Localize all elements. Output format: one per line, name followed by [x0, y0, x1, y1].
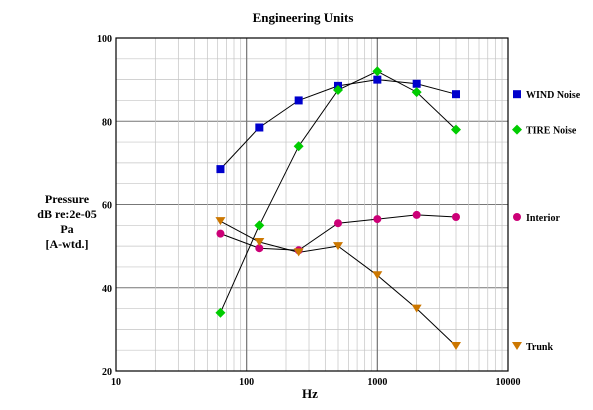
- y-tick-labels: 20 40 60 80 100: [97, 34, 112, 378]
- point-wind-noise: [216, 165, 225, 174]
- y-axis-label-line: Pa: [60, 222, 73, 236]
- y-axis-label-line: dB re:2e-05: [37, 207, 96, 221]
- point-tire-noise: [411, 87, 422, 98]
- point-tire-noise: [332, 85, 343, 96]
- point-interior: [333, 219, 342, 228]
- x-tick-label: 10: [111, 377, 121, 388]
- y-axis-label-line: Pressure: [45, 192, 90, 206]
- point-interior: [255, 244, 264, 253]
- chart-title: Engineering Units: [253, 10, 354, 25]
- point-trunk: [215, 217, 226, 226]
- point-wind-noise: [452, 90, 461, 99]
- legend-marker-tire-noise: [512, 124, 522, 135]
- point-tire-noise: [372, 66, 383, 77]
- x-tick-label: 100: [239, 377, 254, 388]
- legend-marker-interior: [513, 212, 521, 221]
- grid: [115, 37, 509, 372]
- point-interior: [452, 212, 461, 221]
- point-wind-noise: [294, 96, 303, 105]
- legend-label-interior: Interior: [526, 213, 560, 224]
- y-tick-label: 100: [97, 34, 112, 45]
- legend-label-trunk: Trunk: [526, 342, 553, 353]
- point-tire-noise: [451, 124, 462, 135]
- y-axis-label-line: [A-wtd.]: [46, 237, 89, 251]
- point-interior: [412, 210, 421, 219]
- legend-marker-wind-noise: [513, 90, 521, 99]
- point-trunk: [293, 248, 304, 257]
- point-trunk: [411, 304, 422, 313]
- point-wind-noise: [255, 123, 264, 132]
- point-wind-noise: [373, 75, 382, 84]
- x-tick-labels: 10 100 1000 10000: [111, 377, 521, 388]
- plot-frame: [115, 37, 509, 372]
- point-tire-noise: [293, 141, 304, 152]
- x-tick-label: 1000: [367, 377, 387, 388]
- point-tire-noise: [215, 307, 226, 318]
- point-trunk: [332, 242, 343, 251]
- y-tick-label: 60: [102, 201, 112, 212]
- legend-marker-trunk: [512, 342, 522, 351]
- series-markers: [215, 66, 462, 351]
- y-tick-label: 40: [102, 284, 112, 295]
- legend-label-wind-noise: WIND Noise: [526, 90, 581, 101]
- legend-label-tire-noise: TIRE Noise: [526, 126, 577, 137]
- point-trunk: [254, 237, 265, 246]
- y-tick-label: 80: [102, 117, 112, 128]
- x-axis-label: Hz: [302, 386, 318, 401]
- point-interior: [216, 229, 225, 238]
- point-trunk: [451, 342, 462, 351]
- point-trunk: [372, 271, 383, 280]
- y-tick-label: 20: [102, 367, 112, 378]
- x-tick-label: 10000: [496, 377, 521, 388]
- point-wind-noise: [412, 79, 421, 88]
- point-tire-noise: [254, 220, 265, 231]
- point-interior: [373, 215, 382, 224]
- legend: WIND Noise TIRE Noise Interior Trunk: [512, 90, 581, 353]
